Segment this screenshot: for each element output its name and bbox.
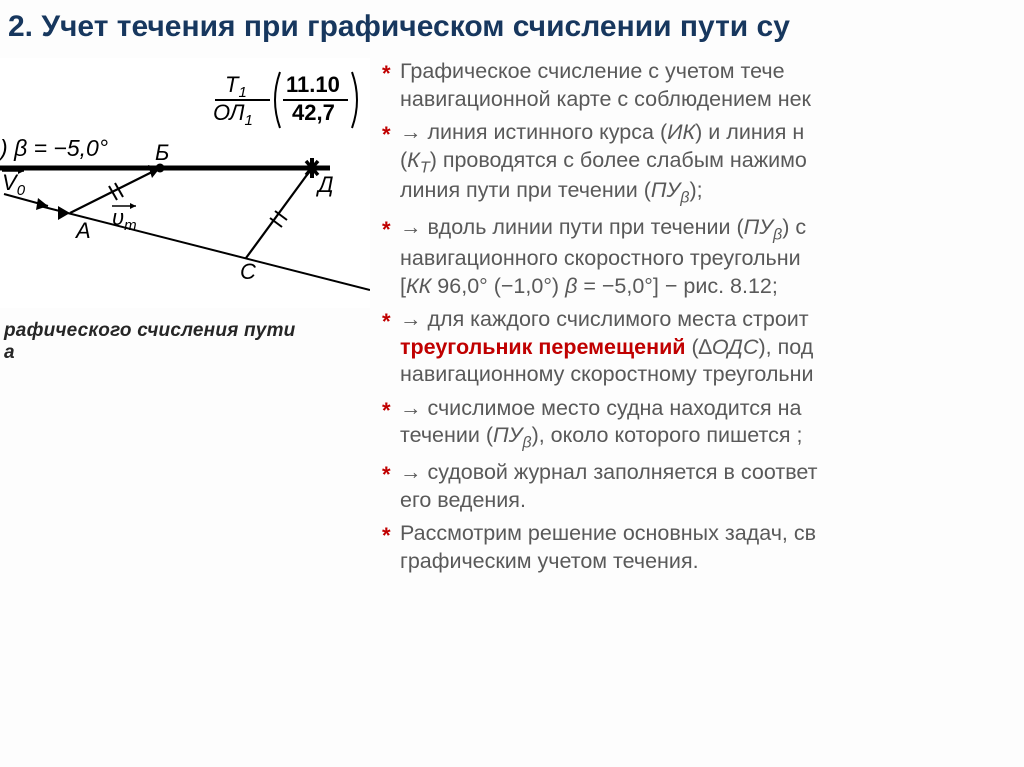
svg-text:) β = −5,0°: ) β = −5,0° xyxy=(0,135,108,161)
svg-text:Б: Б xyxy=(155,140,169,165)
page-title: 2. Учет течения при графическом счислени… xyxy=(0,0,1024,58)
svg-text:T1: T1 xyxy=(225,72,247,101)
svg-text:А: А xyxy=(74,218,91,243)
bullet-3: → вдоль линии пути при течении (ПУβ) с н… xyxy=(382,214,1020,300)
svg-text:ОЛ1: ОЛ1 xyxy=(213,100,253,129)
svg-text:С: С xyxy=(240,259,256,284)
svg-text:11.10: 11.10 xyxy=(286,72,340,97)
bullet-1: Графическое счисление с учетом тече нави… xyxy=(382,58,1020,113)
svg-text:V0: V0 xyxy=(2,170,26,199)
figure-caption: рафического счисления пути а xyxy=(0,314,370,370)
svg-text:Д: Д xyxy=(315,172,334,197)
bullet-2: → линия истинного курса (ИК) и линия н (… xyxy=(382,119,1020,208)
svg-text:42,7: 42,7 xyxy=(292,100,335,125)
figcap-l1: рафического счисления пути xyxy=(4,320,295,341)
bullet-list: Графическое счисление с учетом тече нави… xyxy=(382,58,1024,581)
diagram: ) β = −5,0° Б Д А С V0 υт T1 ОЛ1 xyxy=(0,58,370,308)
bullet-7: Рассмотрим решение основных задач, св гр… xyxy=(382,520,1020,575)
left-column: ) β = −5,0° Б Д А С V0 υт T1 ОЛ1 xyxy=(0,58,370,581)
content-row: ) β = −5,0° Б Д А С V0 υт T1 ОЛ1 xyxy=(0,58,1024,581)
bullet-5: → счислимое место судна находится на теч… xyxy=(382,395,1020,453)
svg-text:υт: υт xyxy=(112,205,137,234)
bullet-6: → судовой журнал заполняется в соответ е… xyxy=(382,459,1020,514)
bullet-4: → для каждого счислимого места строит тр… xyxy=(382,306,1020,389)
figcap-l2: а xyxy=(4,342,15,363)
